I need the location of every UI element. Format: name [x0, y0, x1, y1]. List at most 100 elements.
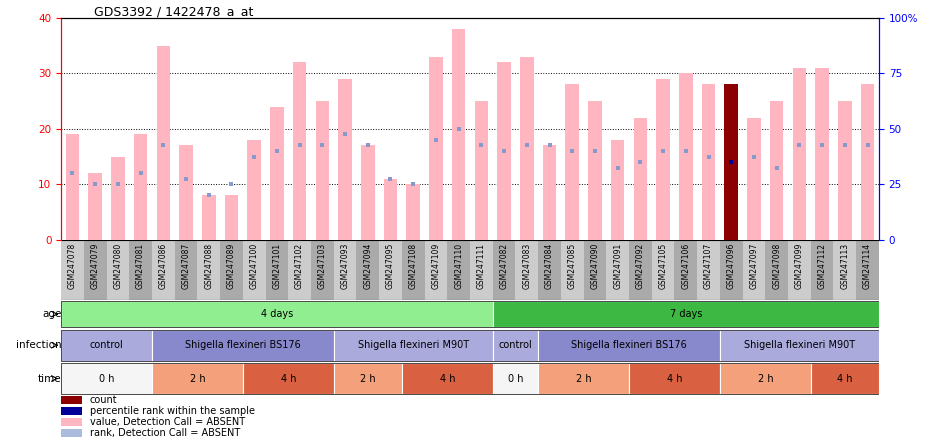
Text: GSM247087: GSM247087	[181, 243, 191, 289]
Text: 2 h: 2 h	[360, 373, 376, 384]
Text: GSM247108: GSM247108	[409, 243, 417, 289]
Bar	[334, 330, 493, 361]
Text: 4 h: 4 h	[440, 373, 455, 384]
Bar	[539, 330, 720, 361]
Bar	[679, 73, 693, 240]
Text: GSM247082: GSM247082	[499, 243, 509, 289]
Bar	[606, 240, 629, 300]
Text: GSM247107: GSM247107	[704, 243, 713, 289]
Text: Shigella flexineri M90T: Shigella flexineri M90T	[744, 340, 855, 350]
Bar	[747, 118, 760, 240]
Text: GSM247093: GSM247093	[340, 243, 350, 289]
Bar	[152, 240, 175, 300]
Text: GSM247079: GSM247079	[90, 243, 100, 289]
Text: GSM247099: GSM247099	[795, 243, 804, 289]
Bar	[675, 240, 697, 300]
Bar	[197, 240, 220, 300]
Text: GSM247112: GSM247112	[818, 243, 826, 289]
Text: time: time	[38, 373, 61, 384]
Bar	[61, 396, 82, 404]
Bar	[815, 67, 829, 240]
Bar	[157, 46, 170, 240]
Text: value, Detection Call = ABSENT: value, Detection Call = ABSENT	[89, 417, 244, 427]
Bar	[61, 429, 82, 437]
Bar	[834, 240, 856, 300]
Text: 2 h: 2 h	[758, 373, 773, 384]
Bar	[429, 56, 443, 240]
Bar	[311, 240, 334, 300]
Bar	[493, 240, 515, 300]
Bar	[61, 363, 152, 394]
Bar	[656, 79, 670, 240]
Bar	[629, 240, 651, 300]
Text: age: age	[42, 309, 61, 319]
Bar	[152, 363, 243, 394]
Text: GSM247083: GSM247083	[523, 243, 531, 289]
Text: GSM247078: GSM247078	[68, 243, 77, 289]
Text: GSM247090: GSM247090	[590, 243, 600, 289]
Bar	[361, 146, 374, 240]
Text: GSM247101: GSM247101	[273, 243, 281, 289]
Bar	[770, 101, 784, 240]
Text: 4 h: 4 h	[666, 373, 682, 384]
Bar	[425, 240, 447, 300]
Text: GSM247096: GSM247096	[727, 243, 736, 289]
Bar	[697, 240, 720, 300]
Bar	[266, 240, 289, 300]
Bar	[515, 240, 539, 300]
Text: control: control	[498, 340, 532, 350]
Bar	[838, 101, 852, 240]
Bar	[293, 62, 306, 240]
Text: GSM247086: GSM247086	[159, 243, 168, 289]
Text: 0 h: 0 h	[99, 373, 115, 384]
Text: GSM247102: GSM247102	[295, 243, 305, 289]
Text: count: count	[89, 395, 118, 405]
Bar	[493, 363, 539, 394]
Text: GSM247098: GSM247098	[772, 243, 781, 289]
Bar	[338, 79, 352, 240]
Text: 2 h: 2 h	[576, 373, 591, 384]
Text: control: control	[89, 340, 123, 350]
Text: GSM247091: GSM247091	[613, 243, 622, 289]
Bar	[561, 240, 584, 300]
Bar	[61, 240, 84, 300]
Bar	[334, 240, 356, 300]
Text: Shigella flexineri BS176: Shigella flexineri BS176	[185, 340, 301, 350]
Text: GSM247100: GSM247100	[250, 243, 258, 289]
Bar	[611, 140, 624, 240]
Bar	[384, 179, 398, 240]
Bar	[701, 84, 715, 240]
Text: GSM247081: GSM247081	[136, 243, 145, 289]
Bar	[61, 330, 152, 361]
Text: GSM247105: GSM247105	[659, 243, 667, 289]
Bar	[539, 240, 561, 300]
Bar	[861, 84, 874, 240]
Text: 7 days: 7 days	[669, 309, 702, 319]
Bar	[225, 195, 239, 240]
Bar	[475, 101, 488, 240]
Bar	[470, 240, 493, 300]
Text: GSM247097: GSM247097	[749, 243, 759, 289]
Bar	[133, 134, 148, 240]
Bar	[175, 240, 197, 300]
Text: 4 h: 4 h	[280, 373, 296, 384]
Text: GSM247080: GSM247080	[114, 243, 122, 289]
Bar	[856, 240, 879, 300]
Bar	[406, 184, 420, 240]
Text: GSM247103: GSM247103	[318, 243, 327, 289]
Bar	[152, 330, 334, 361]
Bar	[247, 140, 261, 240]
Bar	[84, 240, 106, 300]
Bar	[520, 56, 534, 240]
Text: 4 h: 4 h	[838, 373, 853, 384]
Text: GSM247109: GSM247109	[431, 243, 441, 289]
Bar	[66, 134, 79, 240]
Bar	[497, 62, 511, 240]
Bar	[743, 240, 765, 300]
Bar	[811, 240, 834, 300]
Text: Shigella flexineri BS176: Shigella flexineri BS176	[572, 340, 687, 350]
Bar	[202, 195, 215, 240]
Bar	[379, 240, 402, 300]
Bar	[111, 157, 125, 240]
Bar	[493, 301, 879, 327]
